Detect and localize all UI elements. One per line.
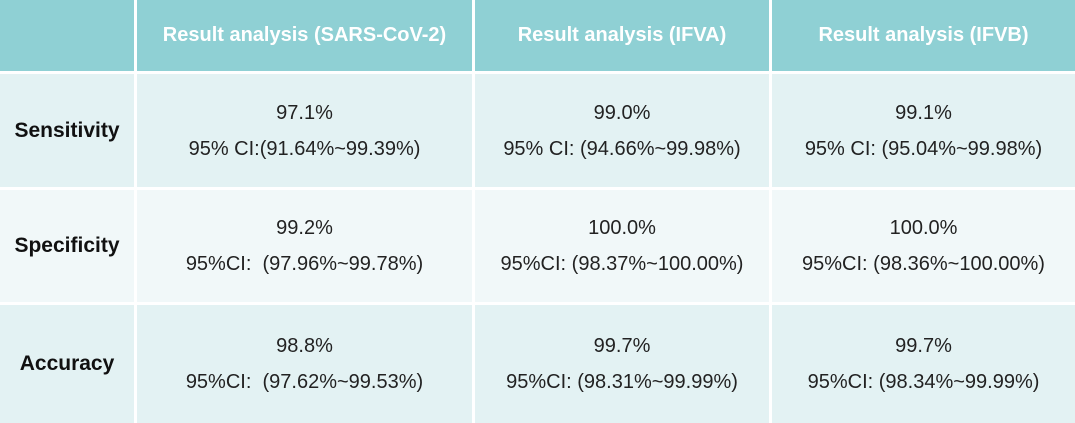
data-cell: 98.8% 95%CI: (97.62%~99.53%): [137, 305, 475, 423]
data-cell: 100.0% 95%CI: (98.36%~100.00%): [772, 190, 1075, 305]
row-label-sensitivity: Sensitivity: [14, 118, 120, 142]
value-text: 99.1%: [895, 101, 952, 124]
ci-text: 95%CI: (98.34%~99.99%): [807, 371, 1040, 393]
value-text: 99.7%: [895, 335, 952, 357]
data-cell: 99.7% 95%CI: (98.34%~99.99%): [772, 305, 1075, 423]
data-cell: 100.0% 95%CI: (98.37%~100.00%): [475, 190, 772, 305]
value-text: 99.2%: [276, 217, 333, 239]
data-cell: 99.1% 95% CI: (95.04%~99.98%): [772, 74, 1075, 190]
ci-text: 95%CI: (97.96%~99.78%): [185, 253, 424, 275]
value-text: 100.0%: [588, 217, 656, 239]
data-cell: 97.1% 95% CI:(91.64%~99.39%): [137, 74, 475, 190]
ci-text: 95% CI:(91.64%~99.39%): [188, 137, 421, 160]
row-label-specificity: Specificity: [14, 234, 120, 257]
header-cell-ifva: Result analysis (IFVA): [475, 0, 772, 74]
ci-text: 95%CI: (98.37%~100.00%): [500, 253, 744, 275]
value-text: 97.1%: [276, 101, 333, 124]
ci-text: 95%CI: (97.62%~99.53%): [185, 371, 424, 393]
row-label-cell: Specificity: [0, 190, 137, 305]
header-cell-empty: [0, 0, 137, 74]
ci-text: 95%CI: (98.36%~100.00%): [802, 253, 1045, 275]
header-label: Result analysis (IFVA): [517, 24, 727, 46]
data-cell: 99.0% 95% CI: (94.66%~99.98%): [475, 74, 772, 190]
header-label: Result analysis (SARS-CoV-2): [162, 24, 447, 46]
data-cell: 99.7% 95%CI: (98.31%~99.99%): [475, 305, 772, 423]
row-label-cell: Accuracy: [0, 305, 137, 423]
value-text: 100.0%: [889, 217, 958, 239]
header-label: Result analysis (IFVB): [818, 24, 1029, 46]
ci-text: 95% CI: (95.04%~99.98%): [804, 137, 1043, 160]
row-label-accuracy: Accuracy: [19, 352, 115, 375]
header-cell-sars-cov-2: Result analysis (SARS-CoV-2): [137, 0, 475, 74]
header-cell-ifvb: Result analysis (IFVB): [772, 0, 1075, 74]
data-cell: 99.2% 95%CI: (97.96%~99.78%): [137, 190, 475, 305]
value-text: 99.0%: [593, 101, 651, 124]
value-text: 99.7%: [593, 335, 651, 357]
row-label-cell: Sensitivity: [0, 74, 137, 190]
ci-text: 95%CI: (98.31%~99.99%): [506, 371, 738, 393]
ci-text: 95% CI: (94.66%~99.98%): [503, 137, 741, 160]
value-text: 98.8%: [276, 335, 333, 357]
